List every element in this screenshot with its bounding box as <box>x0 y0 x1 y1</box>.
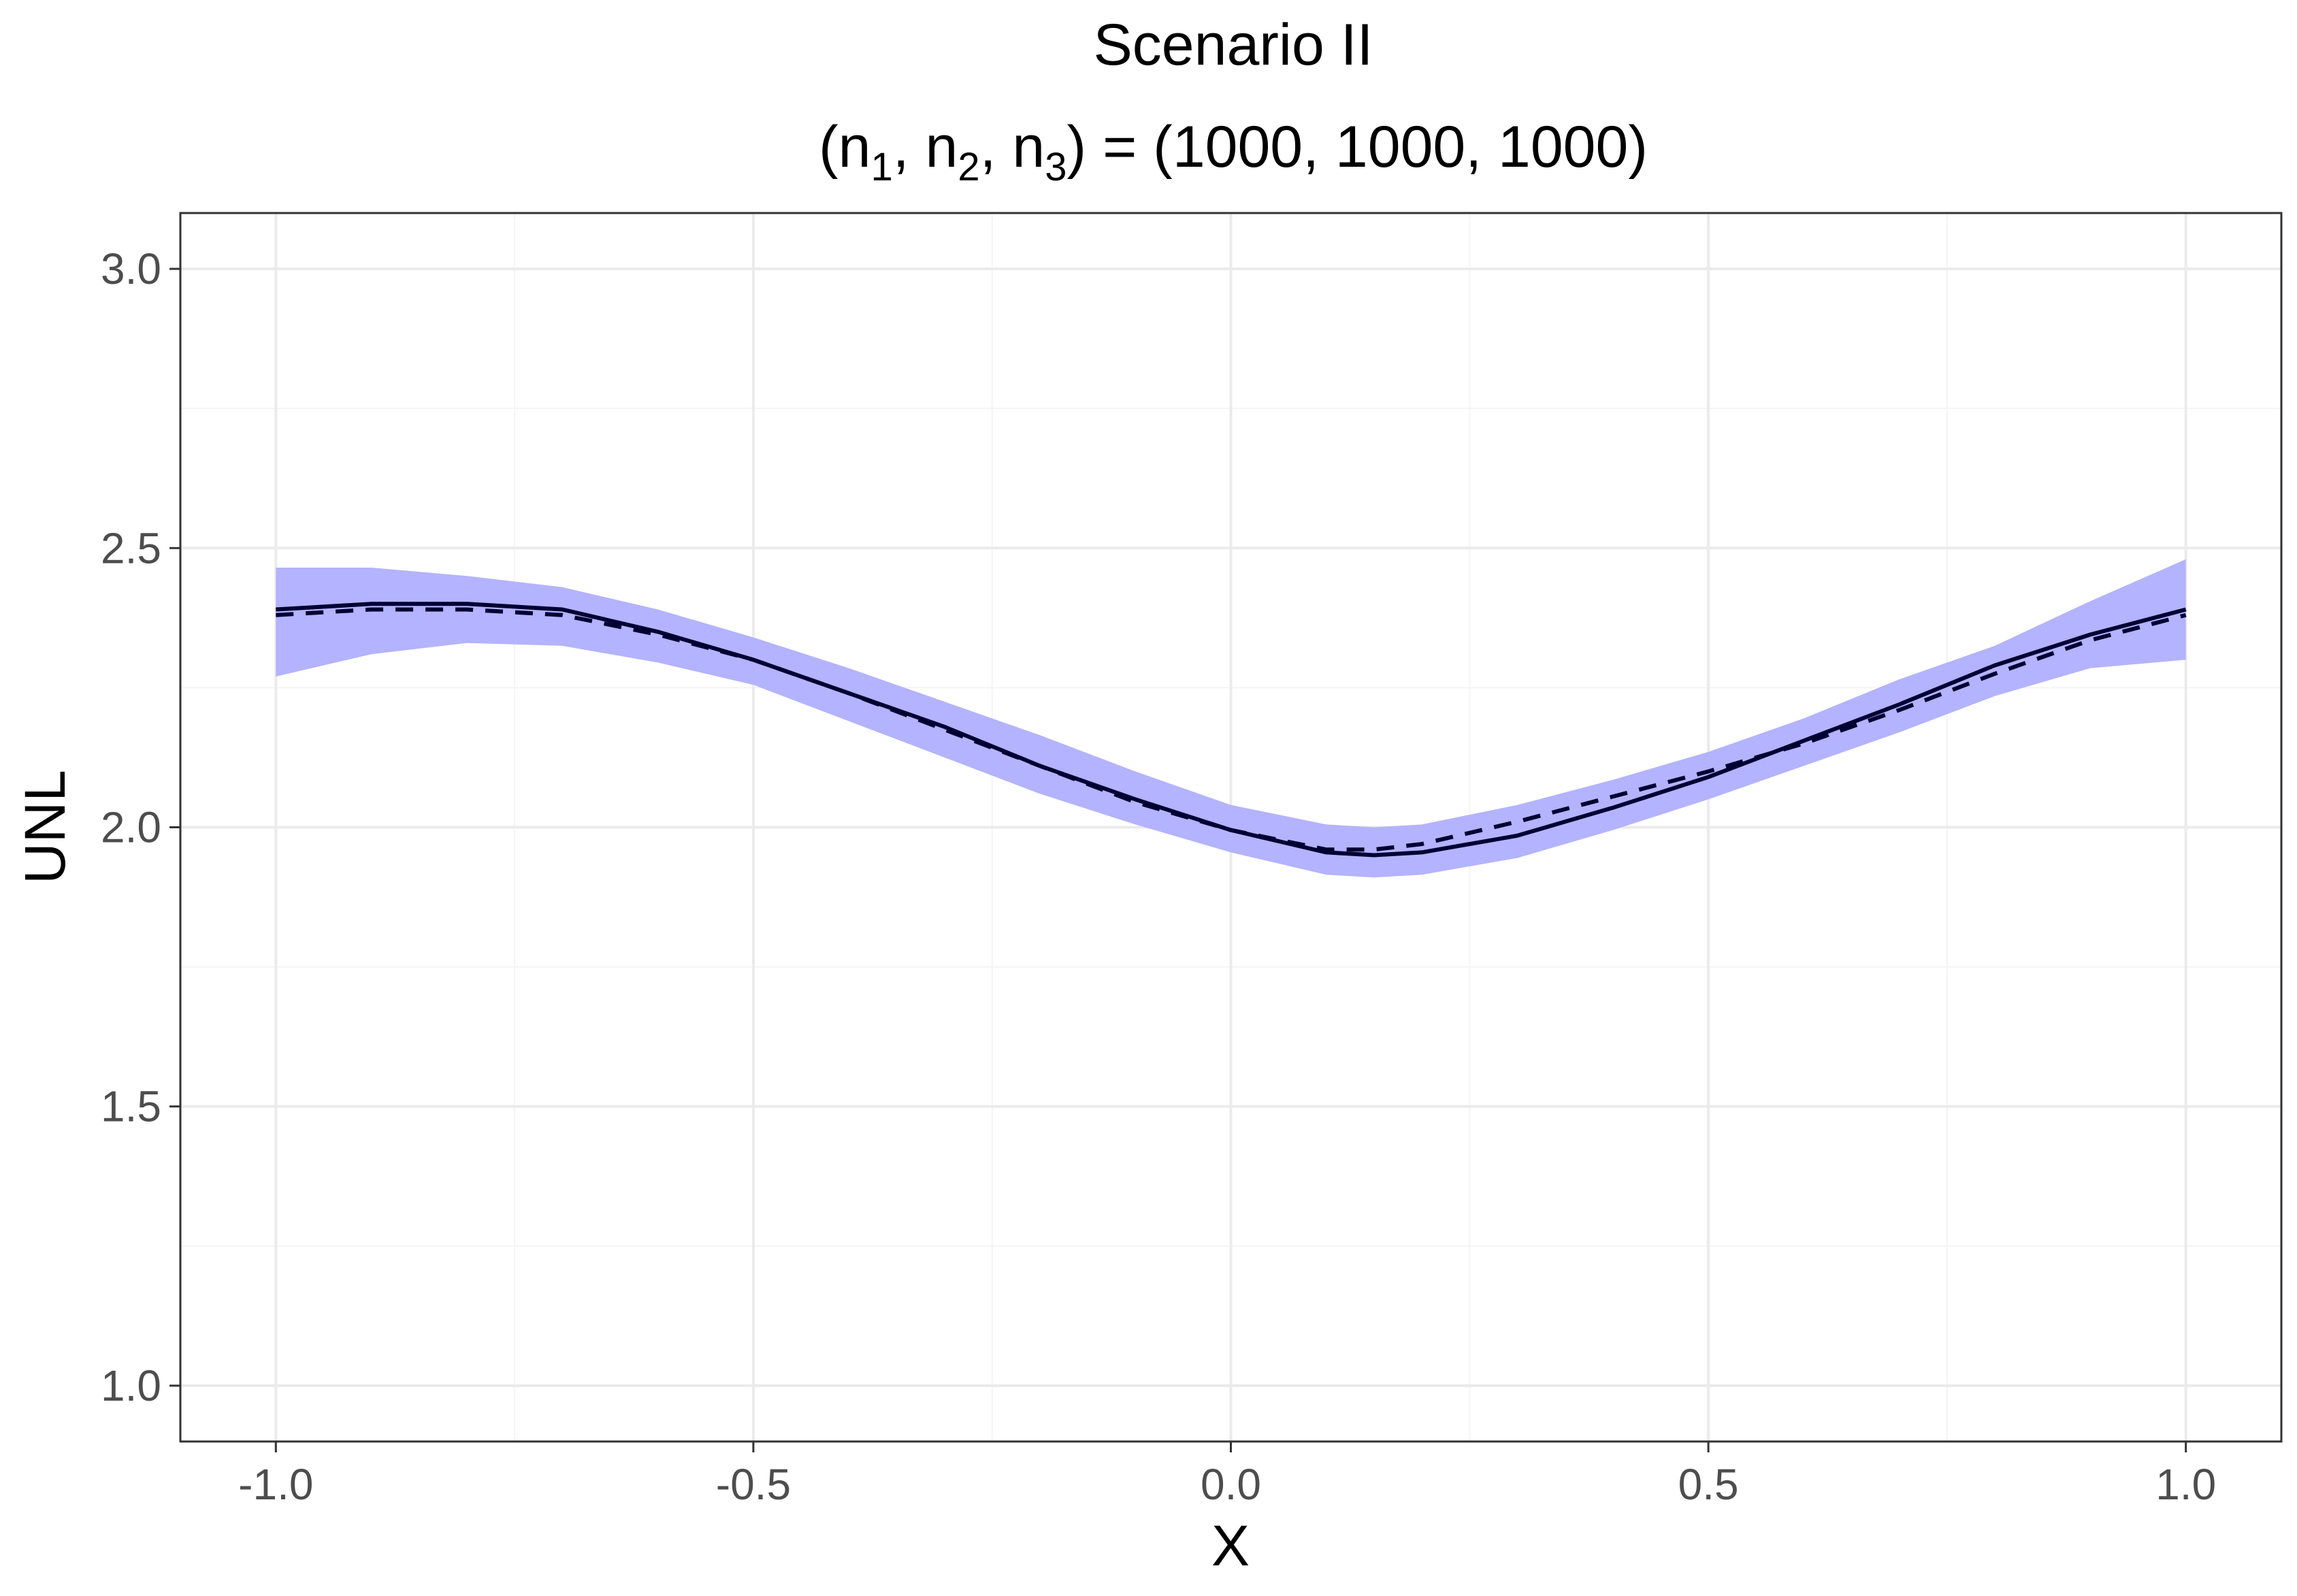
x-tick-label: -0.5 <box>716 1460 791 1509</box>
subtitle-sub-3: 3 <box>1045 145 1066 189</box>
subtitle-prefix: (n <box>819 114 870 180</box>
subtitle-sep-2: , n <box>980 114 1045 180</box>
y-tick-label: 3.0 <box>101 244 161 293</box>
y-tick-label: 2.5 <box>101 523 161 572</box>
y-axis-label: UNL <box>13 770 77 884</box>
subtitle-sub-2: 2 <box>958 145 979 189</box>
x-tick-label: -1.0 <box>238 1460 313 1509</box>
x-axis-label: X <box>1211 1514 1250 1578</box>
y-tick-label: 2.0 <box>101 803 161 852</box>
chart-title: Scenario II <box>1093 12 1373 78</box>
x-tick-label: 0.0 <box>1201 1460 1261 1509</box>
subtitle-sub-1: 1 <box>870 145 892 189</box>
y-tick-label: 1.5 <box>101 1082 161 1131</box>
confidence-band <box>276 559 2186 878</box>
y-tick-label: 1.0 <box>101 1361 161 1410</box>
subtitle-sep-1: , n <box>893 114 958 180</box>
x-tick-label: 0.5 <box>1678 1460 1739 1509</box>
series-line-dashed <box>276 607 2187 852</box>
chart-subtitle: (n1, n2, n3) = (1000, 1000, 1000) <box>819 114 1648 189</box>
x-tick-label: 1.0 <box>2155 1460 2216 1509</box>
x-axis: -1.0 -0.5 0.0 0.5 1.0 <box>238 1442 2216 1509</box>
series-lines <box>276 602 2187 858</box>
y-axis: 1.0 1.5 2.0 2.5 3.0 <box>101 244 180 1410</box>
series-line-solid <box>276 602 2187 858</box>
subtitle-suffix: ) = (1000, 1000, 1000) <box>1067 114 1648 180</box>
